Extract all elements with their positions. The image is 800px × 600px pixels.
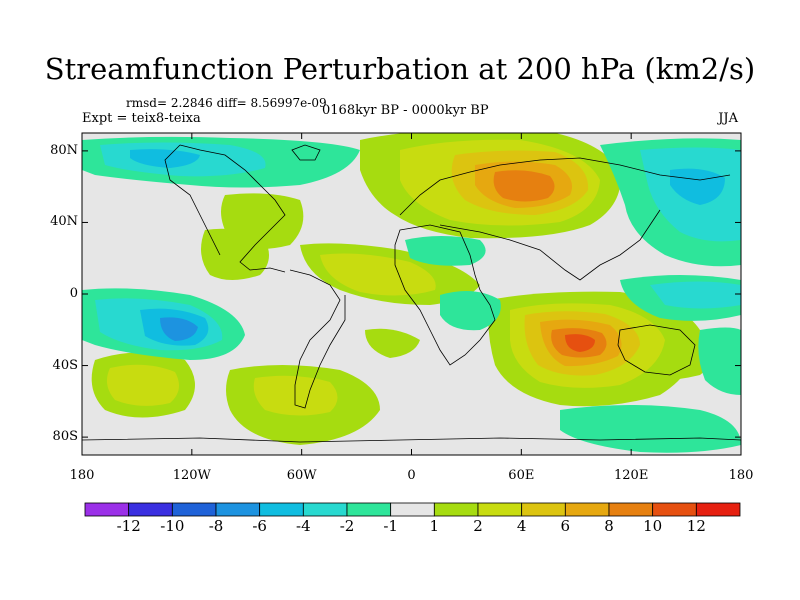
colorbar-swatch	[433, 502, 479, 517]
colorbar-swatch	[215, 502, 261, 517]
contour-level-10-12	[565, 334, 595, 352]
coast-antarctica	[82, 437, 741, 443]
coastlines	[82, 144, 741, 443]
colorbar-swatch	[695, 502, 741, 517]
x-tick-label: 180	[728, 468, 754, 483]
contour-east-australia	[698, 327, 741, 395]
colorbar-swatch	[564, 502, 610, 517]
colorbar-label: 10	[643, 517, 663, 535]
axis-ticks	[81, 133, 742, 455]
contour-west-pacific-2-4	[650, 281, 741, 309]
colorbar-label: -1	[383, 517, 398, 535]
colorbar-swatch	[128, 502, 173, 517]
colorbar-label: 1	[429, 517, 440, 535]
period-label: 0168kyr BP - 0000kyr BP	[322, 103, 489, 118]
contour-south-atlantic-inner	[253, 375, 338, 416]
rmsd-statistic: rmsd= 2.2846 diff= 8.56997e-09	[126, 96, 327, 110]
coast-eurasia-south	[439, 209, 661, 281]
colorbar-swatch	[346, 502, 392, 517]
coast-greenland	[291, 144, 321, 161]
colorbar-label: 2	[473, 517, 483, 535]
x-tick-label: 120W	[172, 468, 211, 483]
contour-atlantic-inner	[320, 253, 436, 296]
contour-indian-10-12	[565, 334, 595, 352]
x-tick-label: 120E	[614, 468, 649, 483]
colorbar-label: -10	[160, 517, 185, 535]
contour-north-africa	[405, 236, 486, 266]
colorbar-swatch	[608, 502, 654, 517]
x-tick-label: 60E	[508, 468, 535, 483]
y-tick-label: 80N	[50, 142, 78, 158]
colorbar-swatch	[652, 502, 697, 517]
y-tick-label: 0	[69, 286, 78, 301]
x-tick-label: 180	[69, 468, 95, 483]
colorbar-label: -8	[208, 517, 224, 535]
contour-south-pacific-inner	[106, 364, 179, 406]
contour-level-8-10	[493, 170, 607, 358]
colorbar-swatch	[521, 502, 566, 517]
colorbar-swatch	[477, 502, 523, 517]
colorbar-swatch	[259, 502, 304, 517]
contour-europe-8-10	[493, 170, 555, 202]
y-tick-label: 40N	[50, 214, 78, 230]
coast-north-america-west	[164, 144, 221, 256]
colorbar-label: -6	[252, 517, 267, 535]
experiment-label: Expt = teix8-teixa	[82, 111, 201, 126]
coast-australia	[617, 324, 696, 376]
contour-north-america	[221, 193, 304, 249]
coast-south-america	[289, 269, 346, 409]
x-tick-label: 0	[407, 468, 416, 483]
coast-north-america	[179, 144, 286, 273]
contour-east-africa	[440, 291, 501, 331]
plot-title: Streamfunction Perturbation at 200 hPa (…	[44, 52, 756, 86]
colorbar-label: 12	[686, 517, 706, 535]
contour-southern-ocean	[560, 405, 741, 453]
season-label: JJA	[718, 111, 738, 126]
y-tick-label: 40S	[52, 357, 78, 373]
colorbar-label: -2	[339, 517, 355, 535]
x-tick-label: 60W	[286, 468, 317, 483]
colorbar-swatch	[84, 502, 130, 517]
coast-africa	[394, 224, 496, 366]
colorbar-swatch	[302, 502, 348, 517]
colorbar-label: -12	[116, 517, 141, 535]
colorbar-label: 4	[516, 517, 527, 535]
contour-east-pacific-6-8	[160, 317, 198, 341]
colorbar-swatch	[390, 502, 435, 517]
coast-eurasia-north	[399, 157, 731, 216]
colorbar-label: 6	[560, 517, 571, 535]
contour-field	[82, 133, 741, 455]
colorbar	[84, 502, 741, 517]
contour-arctic-4-6	[130, 149, 200, 168]
colorbar-swatch	[171, 502, 217, 517]
contour-south-atlantic-small	[365, 328, 420, 358]
colorbar-label: 8	[604, 517, 614, 535]
y-tick-label: 80S	[52, 429, 78, 445]
colorbar-label: -4	[296, 517, 311, 535]
contour-level-minus-8-minus-6	[160, 317, 198, 341]
